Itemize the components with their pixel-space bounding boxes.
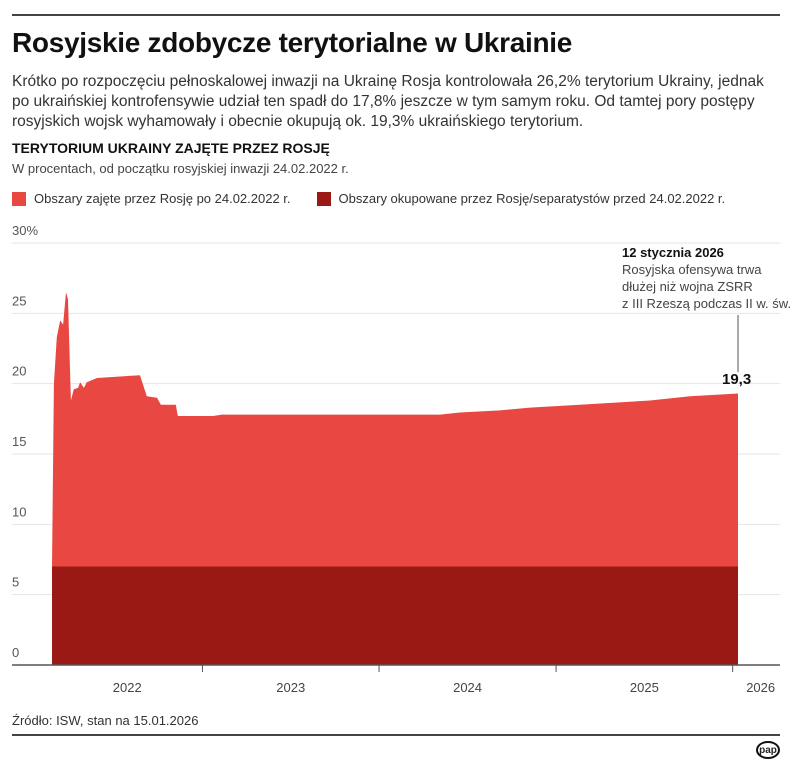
y-tick-label: 10 <box>12 504 26 519</box>
y-tick-label: 15 <box>12 434 26 449</box>
y-tick-label: 5 <box>12 575 19 590</box>
chart-title: TERYTORIUM UKRAINY ZAJĘTE PRZEZ ROSJĘ <box>12 140 330 156</box>
x-tick-label: 2025 <box>630 680 659 695</box>
y-tick-label: 30% <box>12 223 38 238</box>
y-tick-label: 0 <box>12 645 19 660</box>
chart-subtitle: W procentach, od początku rosyjskiej inw… <box>12 161 349 176</box>
bottom-rule <box>12 734 780 736</box>
legend-label: Obszary zajęte przez Rosję po 24.02.2022… <box>34 191 291 206</box>
page-title: Rosyjskie zdobycze terytorialne w Ukrain… <box>12 27 573 58</box>
series-area-before <box>52 566 738 665</box>
legend: Obszary zajęte przez Rosję po 24.02.2022… <box>12 191 725 206</box>
x-tick-label: 2022 <box>113 680 142 695</box>
legend-item-before: Obszary okupowane przez Rosję/separatyst… <box>316 191 726 206</box>
pap-logo: pap <box>756 741 780 759</box>
legend-item-after: Obszary zajęte przez Rosję po 24.02.2022… <box>12 191 291 206</box>
x-tick-label: 2026 <box>746 680 775 695</box>
annotation: 12 stycznia 2026 Rosyjska ofensywa trwa … <box>622 244 791 312</box>
source-note: Źródło: ISW, stan na 15.01.2026 <box>12 713 199 728</box>
x-tick-label: 2024 <box>453 680 482 695</box>
end-value-label: 19,3 <box>722 371 752 388</box>
legend-label: Obszary okupowane przez Rosję/separatyst… <box>338 191 726 206</box>
top-rule <box>12 14 780 16</box>
x-tick-label: 2023 <box>276 680 305 695</box>
annotation-date: 12 stycznia 2026 <box>622 245 724 260</box>
y-tick-label: 25 <box>12 293 26 308</box>
legend-swatch <box>316 191 331 206</box>
annotation-line: z III Rzeszą podczas II w. św. <box>622 296 792 311</box>
y-tick-label: 20 <box>12 364 26 379</box>
annotation-line: dłużej niż wojna ZSRR <box>622 279 753 294</box>
annotation-line: Rosyjska ofensywa trwa <box>622 262 762 277</box>
legend-swatch <box>12 191 26 206</box>
lead-paragraph: Krótko po rozpoczęciu pełnoskalowej inwa… <box>12 73 764 130</box>
